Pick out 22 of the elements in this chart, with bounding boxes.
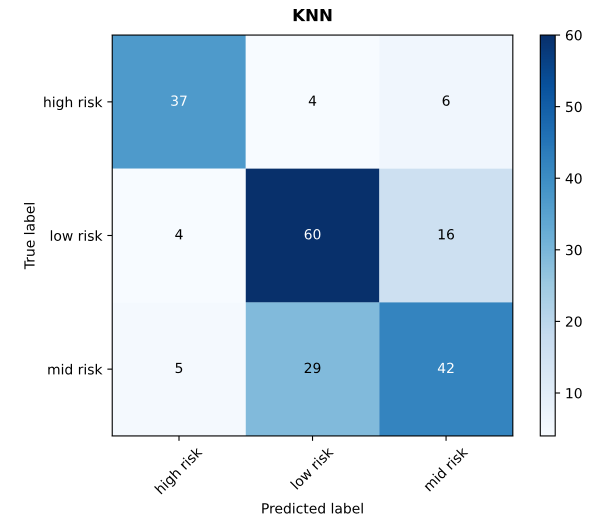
- data-label: 4: [308, 96, 316, 106]
- data-label: 6: [442, 95, 450, 106]
- data-label: 42: [438, 362, 454, 373]
- color-bar-label: 20: [566, 316, 582, 327]
- color-bar-label: 50: [566, 102, 582, 112]
- data-label: 4: [175, 229, 183, 240]
- data-label: 37: [171, 95, 187, 106]
- color-bar-label: 10: [566, 388, 582, 398]
- data-label: 29: [304, 362, 320, 374]
- data-label: 60: [304, 229, 320, 240]
- y-axis-title: True label: [24, 203, 35, 270]
- y-tick-label: high risk: [44, 96, 102, 110]
- y-tick-label: mid risk: [48, 364, 102, 375]
- color-bar-label: 60: [566, 30, 582, 41]
- x-axis-title: Predicted label: [262, 502, 363, 514]
- data-label: 16: [438, 229, 454, 240]
- color-bar-label: 40: [566, 173, 582, 184]
- data-label: 5: [176, 362, 182, 374]
- color-bar-label: 30: [566, 244, 582, 256]
- x-tick-label: low risk: [290, 446, 334, 490]
- chart-title: KNN: [294, 9, 332, 22]
- y-tick-label: low risk: [50, 230, 102, 241]
